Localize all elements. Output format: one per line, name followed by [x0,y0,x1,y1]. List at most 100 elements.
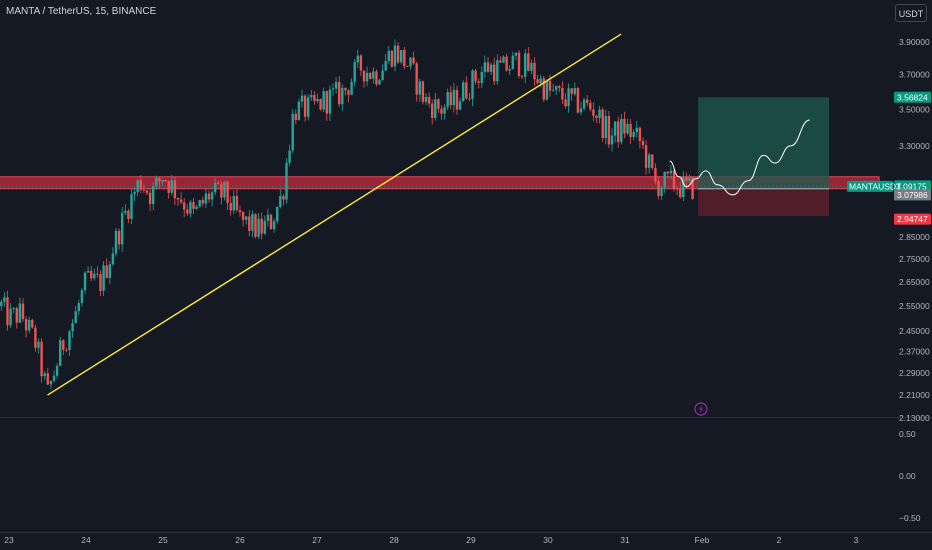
target-price-badge-text: 3.56824 [897,92,928,102]
candle-body [458,101,462,110]
candle-body [145,190,149,193]
price-tick-label: 3.30000 [899,141,930,151]
candle-body [93,273,96,279]
candle-body [80,290,84,304]
candle-body [626,123,629,134]
candle-body [117,230,121,245]
candle-body [18,303,22,323]
candle-body [90,270,93,279]
candle-body [604,116,607,139]
candle-body [607,116,611,145]
candle-body [431,103,434,118]
candle-body [310,95,313,98]
candle-body [471,70,474,99]
candle-body [142,189,146,191]
position-profit-zone[interactable] [698,97,830,189]
candle-body [449,92,452,106]
candle-body [71,323,74,332]
candle-body [254,214,257,237]
candle-body [266,214,270,221]
currency-button[interactable]: USDT [895,4,927,22]
candle-body [148,192,152,204]
price-tick-label: 2.29000 [899,368,930,378]
candle-body [179,199,183,203]
candle-body [682,176,685,198]
candle-body [412,57,415,64]
trendline[interactable] [47,33,622,396]
candle-body [400,49,403,63]
candle-body [173,180,177,199]
candle-body [381,70,384,81]
candle-body [331,88,335,90]
candle-body [660,187,663,196]
candle-body [297,101,301,121]
candle-body [3,297,6,302]
candle-body [396,45,400,63]
chart-title: MANTA / TetherUS, 15, BINANCE [6,6,157,17]
candle-body [648,154,651,168]
candle-body [124,210,127,213]
candle-body [183,202,186,210]
candle-body [468,98,471,100]
candle-body [483,62,487,73]
candle-body [291,113,294,151]
time-tick-label: 31 [620,535,630,545]
candle-body [62,340,65,350]
time-tick-label: 27 [312,535,322,545]
candle-body [238,209,242,212]
candle-body [672,170,676,189]
entry-price-badge-text: 3.07986 [897,190,928,200]
candle-body [6,297,9,326]
candle-body [638,127,642,142]
candle-body [545,80,549,100]
time-tick-label: Feb [695,535,710,545]
candle-body [353,62,356,82]
time-tick-label: 3 [854,535,859,545]
drawing-layer [0,97,893,217]
candle-body [558,86,561,88]
event-lightning-icon[interactable] [694,402,708,416]
candle-body [12,308,15,310]
candle-body [573,88,576,94]
candle-body [654,167,657,182]
candle-body [533,62,536,80]
price-tick-label: 3.50000 [899,104,930,114]
candle-body [15,308,18,323]
candle-body [260,218,263,234]
candle-body [657,181,660,196]
candle-body [139,180,142,190]
position-loss-zone[interactable] [698,188,830,217]
candle-body [136,180,139,193]
time-tick-label: 25 [158,535,168,545]
candle-body [257,218,260,237]
candle-body [679,188,682,198]
candle-body [0,301,3,307]
candle-body [387,50,390,62]
price-tick-label: 2.13000 [899,413,930,423]
candle-body [338,81,341,105]
candle-body [582,99,586,109]
candle-body [434,99,437,118]
candle-body [217,182,220,185]
candle-body [232,196,235,211]
candle-body [517,52,521,76]
candle-body [288,150,291,163]
candle-body [424,97,428,102]
candle-body [313,95,316,102]
candle-body [542,78,545,100]
candle-body [21,303,25,320]
candle-body [105,265,108,278]
candle-body [68,331,71,350]
stop-price-badge [894,213,931,225]
candle-body [167,181,170,193]
candle-body [77,303,80,312]
candle-body [121,212,124,245]
candle-body [437,99,440,109]
candle-body [155,177,158,187]
candle-body [229,203,232,211]
projection-curve[interactable] [669,119,810,196]
candle-body [24,319,28,331]
candle-body [589,102,592,110]
candle-body [362,70,366,82]
